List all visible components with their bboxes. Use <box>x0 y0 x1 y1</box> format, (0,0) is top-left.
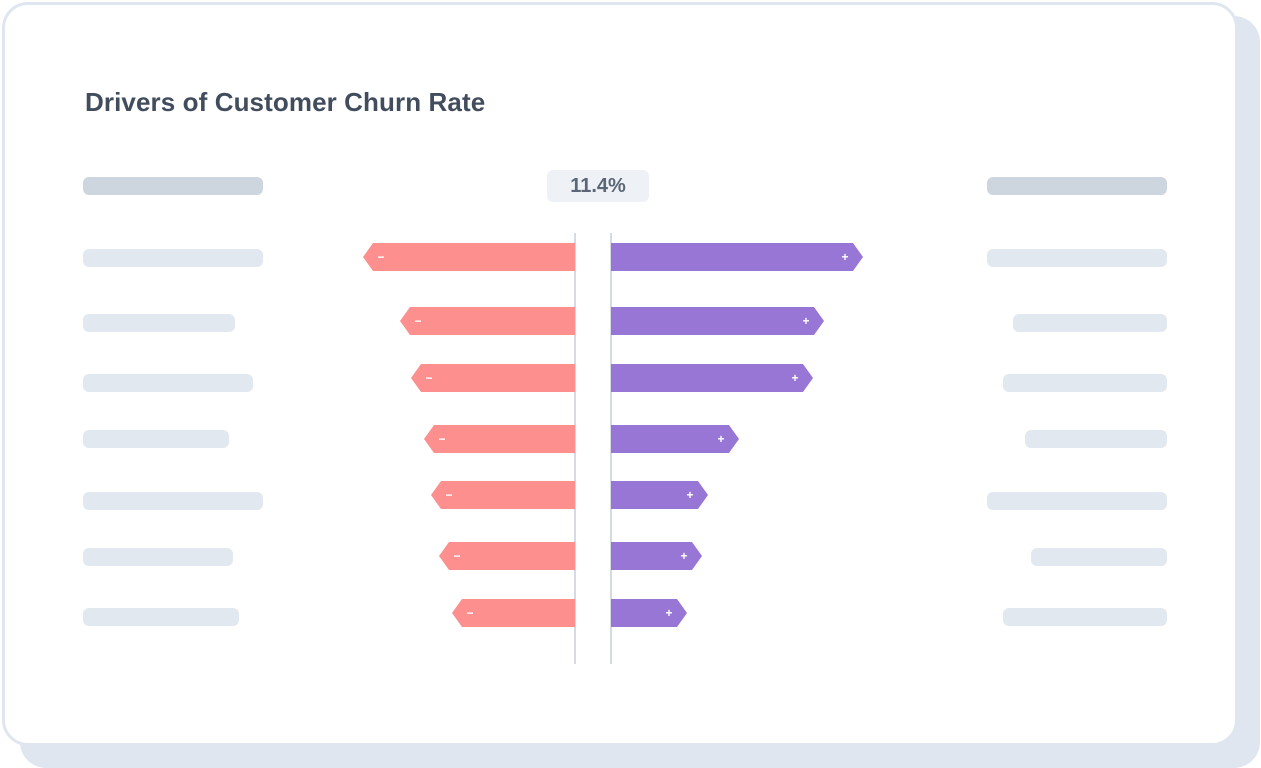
right-label-placeholder <box>1025 430 1167 448</box>
right-label-placeholder <box>1003 608 1167 626</box>
right-label-placeholder <box>1031 548 1167 566</box>
negative-symbol: − <box>466 606 473 620</box>
left-label-placeholder <box>83 608 239 626</box>
positive-symbol: + <box>841 250 848 264</box>
negative-symbol: − <box>425 371 432 385</box>
positive-symbol: + <box>717 432 724 446</box>
left-label-placeholder <box>83 374 253 392</box>
positive-bar <box>611 425 739 453</box>
left-label-placeholder <box>83 548 233 566</box>
left-label-placeholder <box>83 430 229 448</box>
left-header-placeholder <box>83 177 263 195</box>
right-label-placeholder <box>987 492 1167 510</box>
negative-bar <box>400 307 575 335</box>
negative-symbol: − <box>453 549 460 563</box>
negative-bar <box>363 243 575 271</box>
positive-symbol: + <box>665 606 672 620</box>
positive-symbol: + <box>686 488 693 502</box>
negative-bar <box>431 481 575 509</box>
negative-symbol: − <box>445 488 452 502</box>
right-label-placeholder <box>987 249 1167 267</box>
negative-symbol: − <box>377 250 384 264</box>
positive-bar <box>611 307 824 335</box>
negative-bar <box>452 599 575 627</box>
positive-bar <box>611 243 863 271</box>
negative-symbol: − <box>438 432 445 446</box>
negative-symbol: − <box>414 314 421 328</box>
positive-bar <box>611 364 813 392</box>
chart-title: Drivers of Customer Churn Rate <box>85 87 486 117</box>
right-label-placeholder <box>1003 374 1167 392</box>
positive-bar <box>611 542 702 570</box>
right-label-placeholder <box>1013 314 1167 332</box>
positive-symbol: + <box>680 549 687 563</box>
positive-bar <box>611 481 708 509</box>
left-label-placeholder <box>83 314 235 332</box>
negative-bar <box>439 542 575 570</box>
right-header-placeholder <box>987 177 1167 195</box>
baseline-value-badge: 11.4% <box>547 170 649 202</box>
positive-symbol: + <box>791 371 798 385</box>
positive-bar <box>611 599 687 627</box>
negative-bar <box>411 364 575 392</box>
positive-symbol: + <box>802 314 809 328</box>
left-label-placeholder <box>83 492 263 510</box>
left-label-placeholder <box>83 249 263 267</box>
negative-bar <box>424 425 575 453</box>
